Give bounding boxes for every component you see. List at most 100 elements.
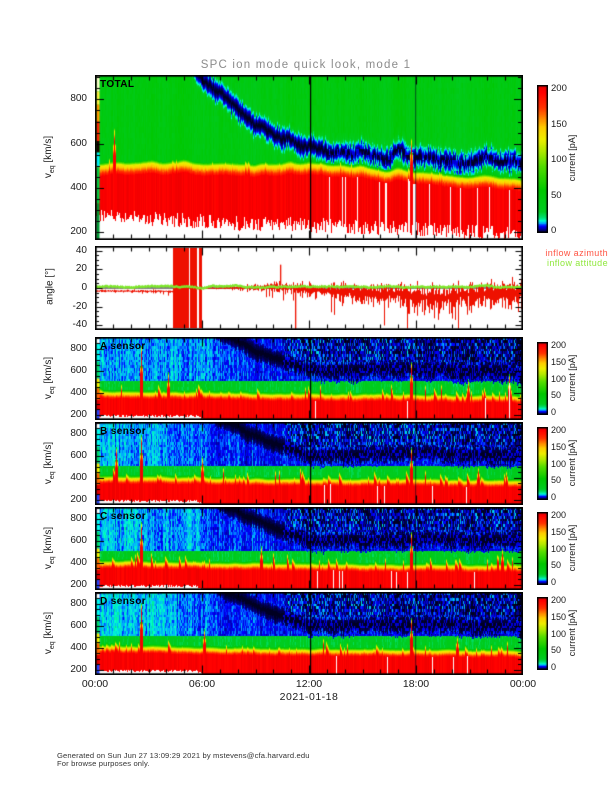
y-tick-label: 200	[70, 493, 87, 505]
colorbar-tick-label: 150	[551, 526, 567, 537]
colorbar-tick-label: 150	[551, 356, 567, 367]
sensor-b-spectrogram-canvas	[95, 422, 523, 505]
x-axis-date-label: 2021-01-18	[279, 691, 339, 703]
y-tick-label: 400	[70, 471, 87, 483]
sensor-c-spectrogram-canvas	[95, 507, 523, 590]
colorbar-sensor-c	[537, 512, 548, 585]
y-tick-label: 800	[70, 512, 87, 524]
colorbar-tick-label: 100	[551, 154, 567, 165]
colorbar-axis-label: current [pA]	[567, 134, 577, 182]
x-tick-label: 06:00	[188, 678, 216, 690]
sensor-b-spectrogram-panel: B sensor	[95, 422, 523, 505]
y-axis-label-part: v	[43, 478, 54, 484]
x-tick-label: 00:00	[81, 678, 109, 690]
footer-browse-line: For browse purposes only.	[57, 759, 150, 768]
y-axis-label-part: v	[43, 172, 54, 178]
colorbar-tick-label: 0	[551, 492, 557, 502]
sensor-a-spectrogram-canvas	[95, 337, 523, 420]
y-tick-label: 400	[70, 386, 87, 398]
y-tick-label: 600	[70, 534, 87, 546]
colorbar-tick-label: 150	[551, 118, 567, 130]
total-spectrogram-canvas	[95, 75, 523, 240]
colorbar-tick-label: 150	[551, 441, 567, 452]
y-tick-label: 800	[70, 342, 87, 354]
sensor-d-spectrogram-panel: D sensor	[95, 592, 523, 675]
footer-generated-line: Generated on Sun Jun 27 13:09:29 2021 by…	[57, 751, 310, 760]
y-tick-label: 40	[75, 244, 87, 256]
colorbar-tick-label: 50	[551, 475, 562, 486]
y-tick-label: 0	[81, 282, 87, 293]
y-tick-label: -20	[72, 300, 87, 312]
sensor-c-spectrogram-panel: C sensor	[95, 507, 523, 590]
colorbar-sensor-d	[537, 597, 548, 670]
y-axis-label-part: v	[43, 648, 54, 654]
colorbar-tick-label: 150	[551, 611, 567, 622]
colorbar-tick-label: 0	[551, 662, 557, 672]
colorbar-tick-label: 0	[551, 577, 557, 587]
x-tick-label: 00:00	[509, 678, 537, 690]
colorbar-tick-label: 200	[551, 510, 567, 520]
sensor-a-spectrogram-panel: A sensor	[95, 337, 523, 420]
plot-title: SPC ion mode quick look, mode 1	[200, 59, 412, 71]
colorbar-tick-label: 200	[551, 595, 567, 605]
y-axis-label-part: [km/s]	[43, 441, 54, 471]
y-axis-label-part: eq	[49, 640, 56, 649]
y-tick-label: -40	[72, 319, 87, 331]
y-tick-label: 800	[70, 597, 87, 609]
y-axis-label-part: eq	[49, 470, 56, 479]
y-tick-label: 400	[70, 181, 87, 193]
legend-inflow-azimuth: inflow azimuth	[545, 248, 608, 258]
colorbar-tick-label: 100	[551, 373, 567, 384]
y-axis-label-part: eq	[49, 385, 56, 394]
angle-y-axis-label: angle [°]	[44, 268, 56, 305]
sensor-a-panel-label: A sensor	[100, 341, 146, 352]
y-tick-label: 600	[70, 619, 87, 631]
x-tick-label: 12:00	[295, 678, 323, 690]
y-axis-label-part: eq	[49, 164, 56, 173]
y-axis-label-part: [km/s]	[43, 526, 54, 556]
y-tick-label: 600	[70, 137, 87, 149]
y-tick-label: 400	[70, 556, 87, 568]
colorbar-tick-label: 50	[551, 560, 562, 571]
inflow-angle-plot-canvas	[95, 246, 523, 330]
y-tick-label: 200	[70, 226, 87, 238]
y-axis-label-part: v	[43, 393, 54, 399]
colorbar-total	[537, 85, 548, 233]
y-axis-label-part: [km/s]	[43, 611, 54, 641]
colorbar-tick-label: 0	[551, 225, 557, 236]
sensor-b-panel-label: B sensor	[100, 426, 146, 437]
y-axis-label: veq [km/s]	[43, 97, 57, 217]
colorbar-sensor-a	[537, 342, 548, 415]
legend-inflow-attitude: inflow attitude	[546, 257, 608, 268]
inflow-angle-panel: inflow azimuth inflow attitude	[95, 246, 608, 330]
sensor-c-panel-label: C sensor	[100, 511, 146, 522]
y-tick-label: 800	[70, 427, 87, 439]
colorbar-tick-label: 50	[551, 645, 562, 656]
sensor-d-spectrogram-canvas	[95, 592, 523, 675]
colorbar-axis-label: current [pA]	[567, 609, 577, 656]
y-tick-label: 600	[70, 449, 87, 461]
y-tick-label: 400	[70, 641, 87, 653]
y-tick-label: 20	[75, 263, 87, 275]
colorbar-tick-label: 50	[551, 390, 562, 401]
angle-legend: inflow azimuth inflow attitude	[295, 248, 608, 268]
sensor-d-panel-label: D sensor	[100, 596, 146, 607]
y-axis-label: veq [km/s]	[43, 573, 57, 693]
colorbar-tick-label: 200	[551, 425, 567, 435]
y-axis-label-part: [km/s]	[43, 356, 54, 386]
colorbar-tick-label: 100	[551, 543, 567, 554]
total-spectrogram-panel: TOTAL	[95, 75, 523, 240]
y-axis-label-part: eq	[49, 555, 56, 564]
colorbar-tick-label: 0	[551, 407, 557, 417]
colorbar-tick-label: 200	[551, 83, 567, 94]
colorbar-sensor-b	[537, 427, 548, 500]
y-tick-label: 600	[70, 364, 87, 376]
colorbar-tick-label: 100	[551, 628, 567, 639]
y-axis-label-part: v	[43, 563, 54, 569]
y-tick-label: 800	[70, 93, 87, 105]
y-tick-label: 200	[70, 578, 87, 590]
y-tick-label: 200	[70, 408, 87, 420]
y-tick-label: 200	[70, 663, 87, 675]
colorbar-tick-label: 50	[551, 189, 562, 201]
